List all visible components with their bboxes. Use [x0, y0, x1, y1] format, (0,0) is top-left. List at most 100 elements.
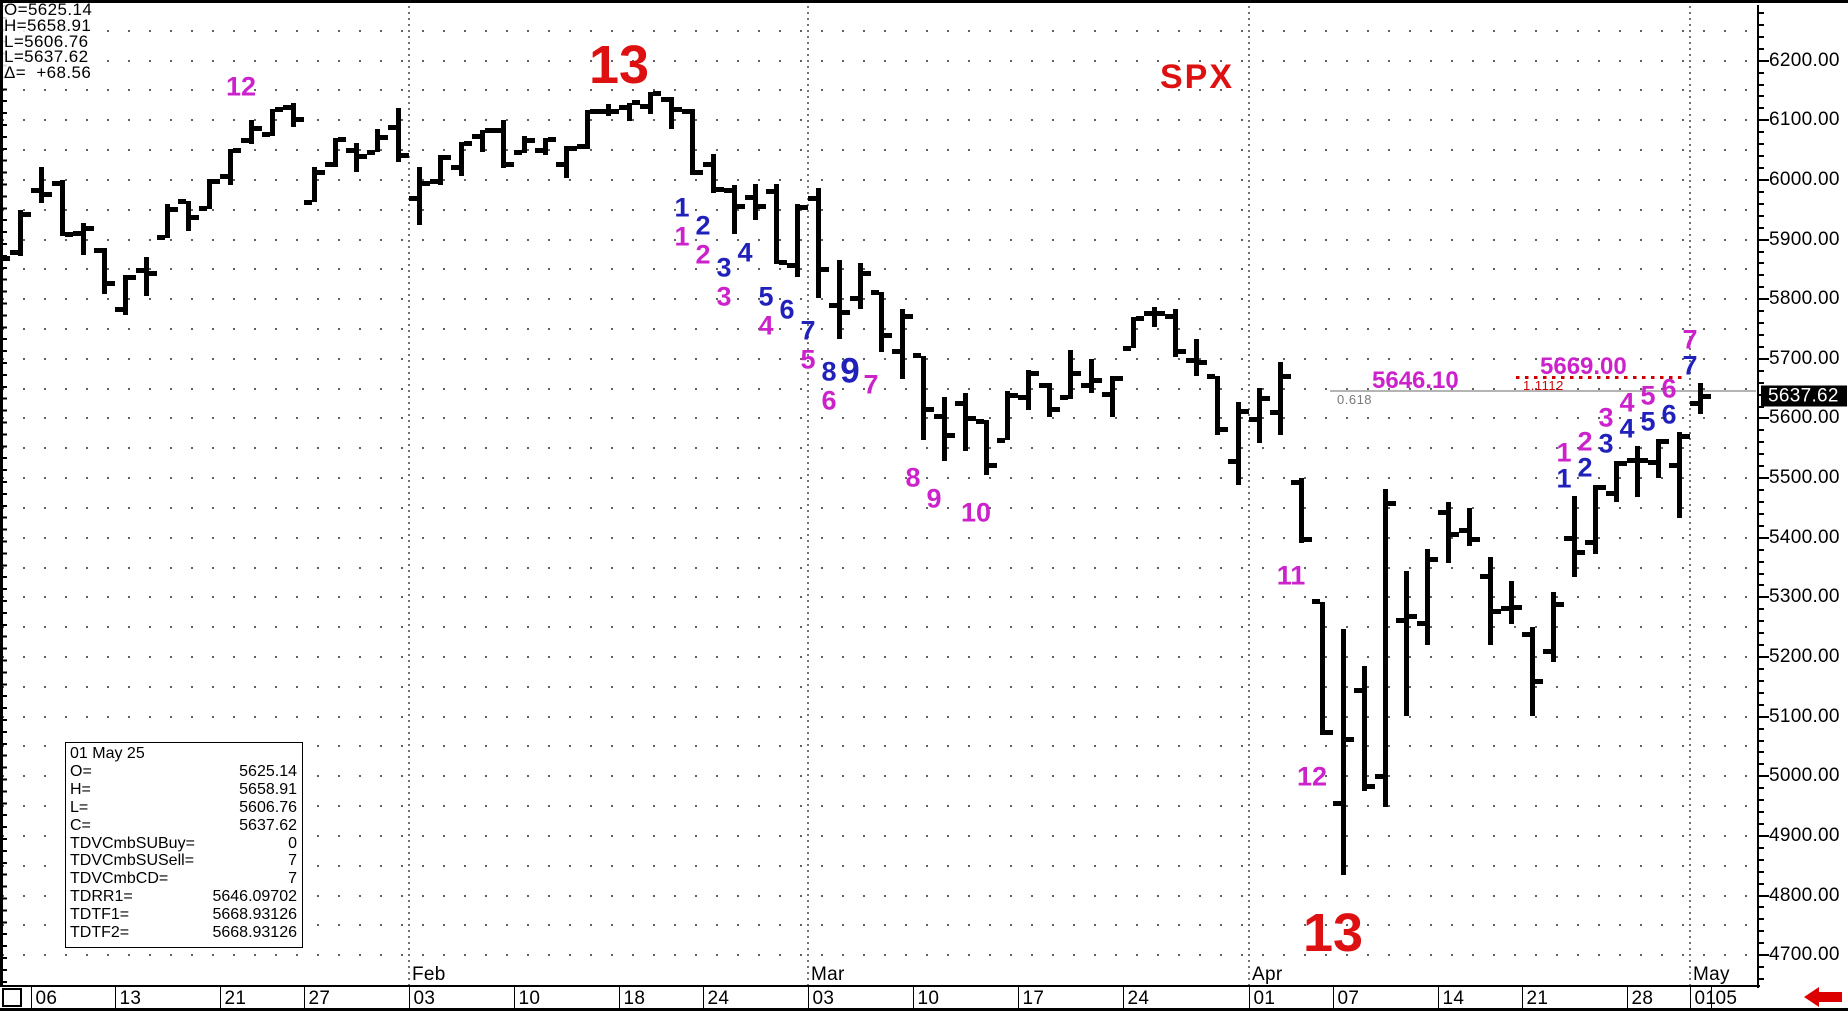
td-count-red-13: 13 [588, 34, 650, 95]
open-tick [1689, 400, 1698, 406]
open-tick [975, 419, 984, 425]
y-axis-label: 4800.00 [1769, 884, 1840, 906]
close-tick [43, 192, 52, 198]
ohlc-bar [878, 292, 884, 352]
td-count-magenta-5: 5 [800, 344, 816, 375]
indicator-label: C= [70, 816, 91, 834]
open-tick [156, 235, 165, 241]
close-tick [1366, 784, 1375, 790]
indicator-value: 5637.62 [239, 816, 297, 834]
y-minor-tick [1759, 441, 1764, 444]
close-tick [694, 169, 703, 175]
close-tick [967, 416, 976, 422]
date-divider [1521, 987, 1523, 1008]
indicator-row: TDVCmbSUSell= 7 [70, 852, 297, 870]
y-major-tick [1759, 715, 1769, 718]
close-tick [1261, 396, 1270, 402]
left-edge-ticks [0, 5, 7, 985]
ohlc-bar [416, 166, 422, 226]
td-count-blue-4: 4 [1619, 413, 1635, 444]
close-tick [1345, 736, 1354, 742]
y-minor-tick [1759, 930, 1764, 933]
x-axis-label: 28 [1631, 988, 1654, 1009]
y-minor-tick [1759, 548, 1764, 551]
td-count-magenta-6: 6 [1661, 373, 1677, 404]
ohlc-bar [668, 96, 674, 130]
close-tick [1114, 375, 1123, 381]
ohlc-bar [353, 142, 359, 173]
y-minor-tick [1759, 703, 1764, 706]
close-tick [988, 462, 997, 468]
ohlc-bar [290, 103, 296, 128]
month-label: Feb [412, 964, 446, 985]
td-count-blue-8: 8 [821, 356, 837, 387]
indicator-label: TDTF1= [70, 906, 130, 924]
ohlc-bar [1088, 359, 1094, 394]
close-tick [736, 204, 745, 210]
y-minor-tick [1759, 644, 1764, 647]
y-major-tick [1759, 536, 1769, 539]
td-count-blue-2: 2 [695, 210, 711, 241]
open-tick [1185, 357, 1194, 363]
scroll-left-arrow-tail [1818, 992, 1842, 1002]
ohlc-bar [1634, 446, 1640, 497]
x-axis-label: 01 [1253, 988, 1276, 1009]
scroll-left-arrow[interactable] [1804, 987, 1844, 1007]
h-gridline [2, 268, 1755, 271]
ohlc-bar [185, 201, 191, 231]
y-minor-tick [1759, 369, 1764, 372]
y-axis-label: 4900.00 [1769, 824, 1840, 846]
ohlc-bar [269, 109, 275, 136]
td-count-magenta-11: 11 [1276, 560, 1306, 591]
h-gridline [2, 894, 1755, 897]
open-tick [1080, 383, 1089, 389]
h-gridline [2, 178, 1755, 181]
open-tick [702, 161, 711, 167]
y-axis-label: 5400.00 [1769, 526, 1840, 548]
close-tick [85, 226, 94, 232]
open-tick [1248, 417, 1257, 423]
ohlc-bar [983, 419, 989, 476]
close-tick [547, 136, 556, 142]
open-tick [1374, 774, 1383, 780]
y-minor-tick [1759, 787, 1764, 790]
ohlc-bar [1214, 376, 1220, 435]
y-minor-tick [1759, 560, 1764, 563]
close-tick [190, 214, 199, 220]
close-tick [1660, 439, 1669, 445]
y-minor-tick [1759, 429, 1764, 432]
close-tick [1597, 484, 1606, 490]
h-gridline [2, 656, 1755, 658]
indicator-value: 5625.14 [239, 762, 297, 780]
ohlc-bar [1613, 461, 1619, 503]
price-axis[interactable]: 4700.00 4800.00 4900.00 5000.00 5100.00 5200.… [1757, 0, 1848, 1011]
td-count-magenta-12: 12 [225, 71, 257, 102]
date-divider [1332, 987, 1334, 1008]
close-tick [1429, 557, 1438, 563]
close-tick [1408, 613, 1417, 619]
ohlc-bar [1676, 431, 1682, 518]
ohlc-bar [563, 146, 569, 178]
close-tick [22, 211, 31, 217]
close-tick [1198, 360, 1207, 366]
close-tick [358, 153, 367, 159]
y-minor-tick [1759, 942, 1764, 945]
open-tick [135, 268, 144, 274]
bottom-left-checkbox[interactable] [2, 988, 22, 1007]
close-tick [610, 109, 619, 115]
close-tick [841, 309, 850, 315]
h-gridline [2, 119, 1755, 122]
ohlc-bar [1235, 402, 1241, 485]
y-minor-tick [1759, 405, 1764, 408]
y-major-tick [1759, 894, 1769, 897]
y-major-tick [1759, 834, 1769, 837]
close-tick [127, 275, 136, 281]
open-tick [429, 178, 438, 184]
ohlc-bar [38, 167, 44, 204]
open-tick [1059, 395, 1068, 401]
y-minor-tick [1759, 882, 1764, 885]
close-tick [1513, 605, 1522, 611]
indicator-row: L= 5606.76 [70, 799, 297, 817]
y-minor-tick [1759, 799, 1764, 802]
open-tick [1353, 688, 1362, 693]
